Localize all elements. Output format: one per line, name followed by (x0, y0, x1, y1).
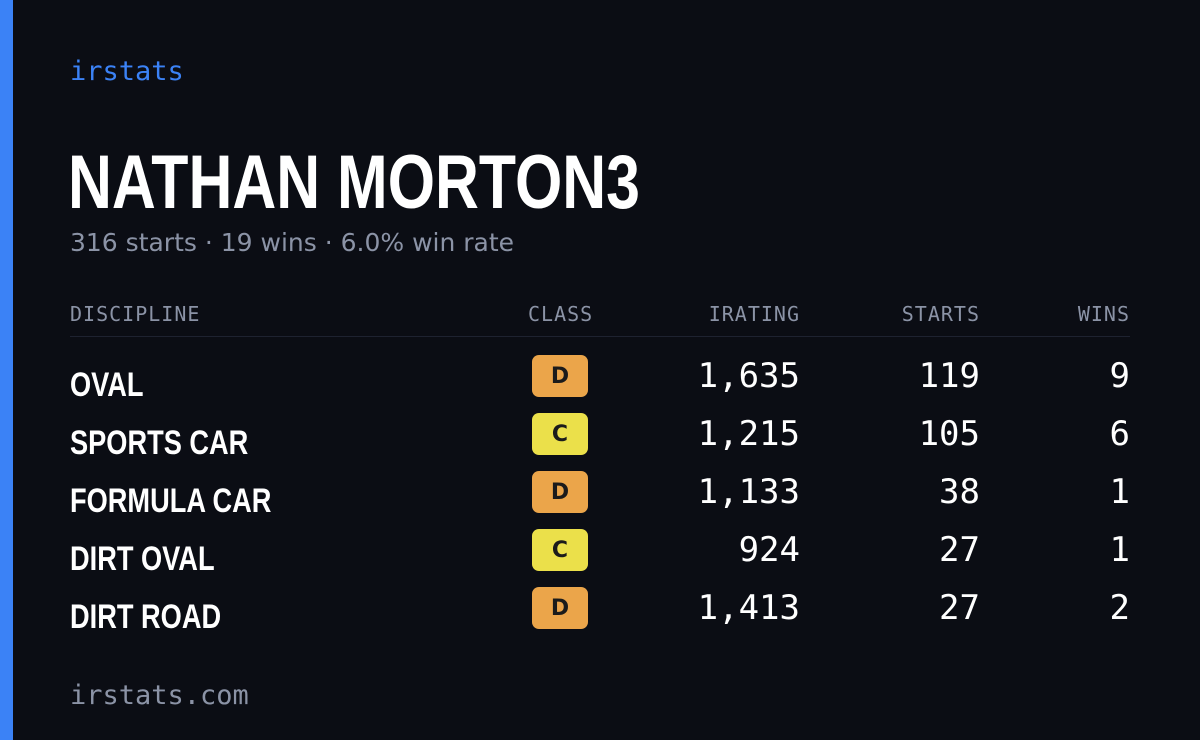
wins-value: 9 (1109, 356, 1130, 396)
discipline-name: DIRT OVAL (70, 540, 215, 578)
discipline-name: OVAL (70, 366, 144, 404)
header-discipline: DISCIPLINE (70, 302, 201, 326)
irating-value: 1,413 (697, 588, 800, 628)
table-row: OVAL D 1,635 119 9 (70, 353, 1130, 411)
class-badge: C (532, 413, 588, 455)
discipline-name: FORMULA CAR (70, 482, 272, 520)
header-starts: STARTS (901, 302, 980, 326)
driver-summary: 316 starts · 19 wins · 6.0% win rate (70, 228, 515, 257)
starts-value: 27 (939, 530, 980, 570)
irating-value: 924 (738, 530, 800, 570)
class-badge: D (532, 471, 588, 513)
wins-value: 1 (1109, 472, 1130, 512)
discipline-table: DISCIPLINE CLASS IRATING STARTS WINS OVA… (70, 296, 1130, 643)
discipline-name: SPORTS CAR (70, 424, 249, 462)
table-header: DISCIPLINE CLASS IRATING STARTS WINS (70, 296, 1130, 337)
brand-logo-text: irstats (70, 56, 184, 87)
class-badge: C (532, 529, 588, 571)
discipline-name: DIRT ROAD (70, 598, 222, 636)
starts-value: 119 (918, 356, 980, 396)
header-class: CLASS (528, 302, 594, 326)
class-badge: D (532, 587, 588, 629)
header-irating: IRATING (708, 302, 800, 326)
driver-name: NATHAN MORTON3 (68, 140, 640, 225)
irating-value: 1,133 (697, 472, 800, 512)
class-badge: D (532, 355, 588, 397)
table-row: SPORTS CAR C 1,215 105 6 (70, 411, 1130, 469)
accent-bar (0, 0, 13, 740)
table-row: FORMULA CAR D 1,133 38 1 (70, 469, 1130, 527)
table-row: DIRT ROAD D 1,413 27 2 (70, 585, 1130, 643)
wins-value: 2 (1109, 588, 1130, 628)
starts-value: 38 (939, 472, 980, 512)
footer-url[interactable]: irstats.com (70, 680, 249, 711)
table-row: DIRT OVAL C 924 27 1 (70, 527, 1130, 585)
table-body: OVAL D 1,635 119 9 SPORTS CAR C 1,215 10… (70, 353, 1130, 643)
irating-value: 1,635 (697, 356, 800, 396)
starts-value: 27 (939, 588, 980, 628)
starts-value: 105 (918, 414, 980, 454)
wins-value: 1 (1109, 530, 1130, 570)
header-wins: WINS (1077, 302, 1130, 326)
irating-value: 1,215 (697, 414, 800, 454)
wins-value: 6 (1109, 414, 1130, 454)
